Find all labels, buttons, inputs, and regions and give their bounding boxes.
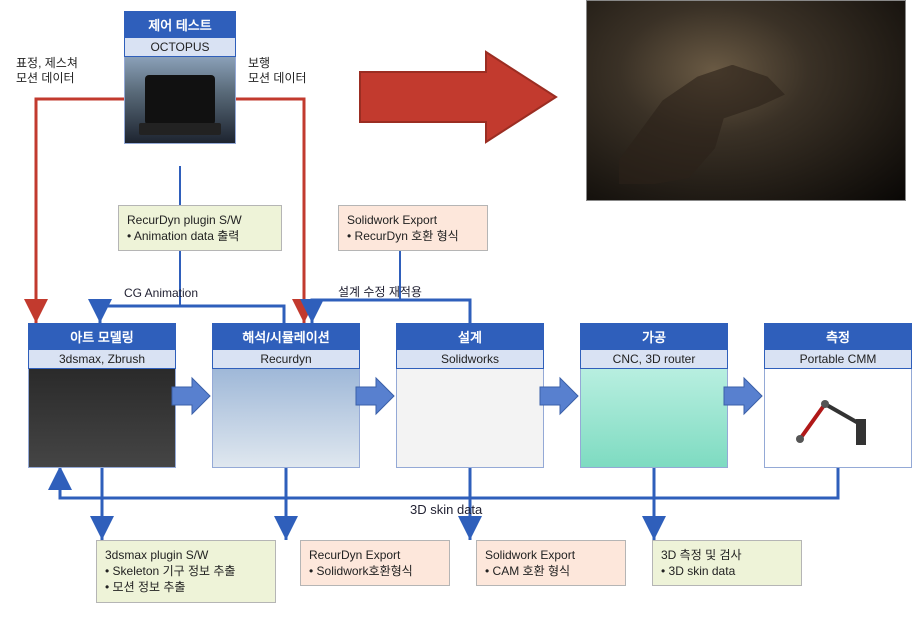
- note-body: • CAM 호환 형식: [485, 563, 617, 579]
- label-cg-animation: CG Animation: [124, 286, 198, 300]
- stage-image: [580, 369, 728, 468]
- stage-arrow-icon: [354, 375, 396, 417]
- stage-image: [396, 369, 544, 468]
- note-body: • Animation data 출력: [127, 228, 273, 244]
- note-3dsmax-plugin: 3dsmax plugin S/W • Skeleton 기구 정보 추출 • …: [96, 540, 276, 603]
- stage-image: [212, 369, 360, 468]
- top-control-image: [124, 57, 236, 144]
- note-body: • Skeleton 기구 정보 추출 • 모션 정보 추출: [105, 563, 267, 595]
- top-control-box: 제어 테스트 OCTOPUS: [124, 11, 236, 144]
- stage-subtitle: CNC, 3D router: [580, 350, 728, 369]
- note-body: • RecurDyn 호환 형식: [347, 228, 479, 244]
- note-body: • 3D skin data: [661, 563, 793, 579]
- note-solidwork-export-top: Solidwork Export • RecurDyn 호환 형식: [338, 205, 488, 251]
- note-solidwork-export-bottom: Solidwork Export • CAM 호환 형식: [476, 540, 626, 586]
- stage-subtitle: Recurdyn: [212, 350, 360, 369]
- top-control-title: 제어 테스트: [124, 11, 236, 38]
- top-left-label: 표정, 제스쳐 모션 데이터: [16, 56, 78, 86]
- stage-image: [28, 369, 176, 468]
- note-title: 3D 측정 및 검사: [661, 547, 793, 563]
- cmm-arm-icon: [790, 389, 880, 449]
- stage-arrow-icon: [722, 375, 764, 417]
- note-recurdyn-export: RecurDyn Export • Solidwork호환형식: [300, 540, 450, 586]
- stage-subtitle: 3dsmax, Zbrush: [28, 350, 176, 369]
- note-title: 3dsmax plugin S/W: [105, 547, 267, 563]
- stage-title: 설계: [396, 323, 544, 350]
- note-3d-measure: 3D 측정 및 검사 • 3D skin data: [652, 540, 802, 586]
- stage-arrow-icon: [170, 375, 212, 417]
- note-title: Solidwork Export: [485, 547, 617, 563]
- stage-box: 가공CNC, 3D router: [580, 323, 728, 468]
- note-recurdyn-plugin: RecurDyn plugin S/W • Animation data 출력: [118, 205, 282, 251]
- label-design-reapply: 설계 수정 재적용: [338, 283, 422, 300]
- label-3d-skin-data: 3D skin data: [410, 502, 482, 517]
- top-right-label: 보행 모션 데이터: [248, 56, 307, 86]
- stage-title: 측정: [764, 323, 912, 350]
- stage-title: 해석/시뮬레이션: [212, 323, 360, 350]
- stage-subtitle: Portable CMM: [764, 350, 912, 369]
- note-title: RecurDyn Export: [309, 547, 441, 563]
- stage-image: [764, 369, 912, 468]
- stage-box: 아트 모델링3dsmax, Zbrush: [28, 323, 176, 468]
- stage-arrow-icon: [538, 375, 580, 417]
- stage-box: 측정Portable CMM: [764, 323, 912, 468]
- stage-box: 설계Solidworks: [396, 323, 544, 468]
- note-title: RecurDyn plugin S/W: [127, 212, 273, 228]
- stage-box: 해석/시뮬레이션Recurdyn: [212, 323, 360, 468]
- dinosaur-stage-photo: [586, 0, 906, 201]
- dinosaur-silhouette: [619, 65, 794, 184]
- big-red-arrow: [360, 52, 556, 142]
- top-control-subtitle: OCTOPUS: [124, 38, 236, 57]
- stage-title: 가공: [580, 323, 728, 350]
- laptop-icon: [145, 75, 215, 125]
- note-body: • Solidwork호환형식: [309, 563, 441, 579]
- note-title: Solidwork Export: [347, 212, 479, 228]
- stage-subtitle: Solidworks: [396, 350, 544, 369]
- stage-title: 아트 모델링: [28, 323, 176, 350]
